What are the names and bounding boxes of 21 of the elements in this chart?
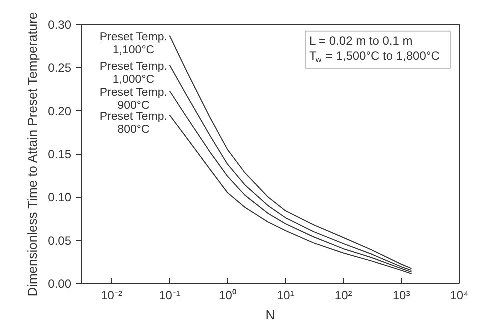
- x-tick-label: 10¹: [276, 288, 294, 302]
- series-label: Preset Temp. 800°C: [100, 111, 168, 136]
- y-tick-label: 0.25: [48, 61, 72, 76]
- series-label: Preset Temp. 1,100°C: [100, 32, 168, 57]
- x-axis-title: N: [266, 308, 276, 322]
- x-tick-label: 10⁻¹: [159, 288, 180, 302]
- y-tick-label: 0.10: [48, 190, 72, 205]
- series-label: Preset Temp. 900°C: [100, 86, 168, 112]
- x-tick-label: 10⁻²: [101, 288, 122, 302]
- y-tick-label: 0.30: [48, 18, 72, 32]
- y-tick-label: 0.20: [48, 104, 72, 118]
- legend-label: Preset Temp. 1,000°C: [100, 61, 168, 86]
- x-tick-label: 10⁰: [219, 288, 236, 302]
- y-tick-label: 0.05: [48, 234, 72, 248]
- x-tick-label: 10³: [392, 288, 410, 302]
- x-tick-label: 10²: [334, 288, 352, 302]
- y-tick-label: 0.00: [48, 277, 72, 291]
- y-tick-label: 0.15: [48, 148, 72, 162]
- y-axis-title: Dimensionless Time to Attain Preset Temperature: [25, 12, 40, 297]
- annotation: L = 0.02 m to 0.1 m: [309, 34, 413, 48]
- x-tick-label: 10⁴: [450, 288, 469, 302]
